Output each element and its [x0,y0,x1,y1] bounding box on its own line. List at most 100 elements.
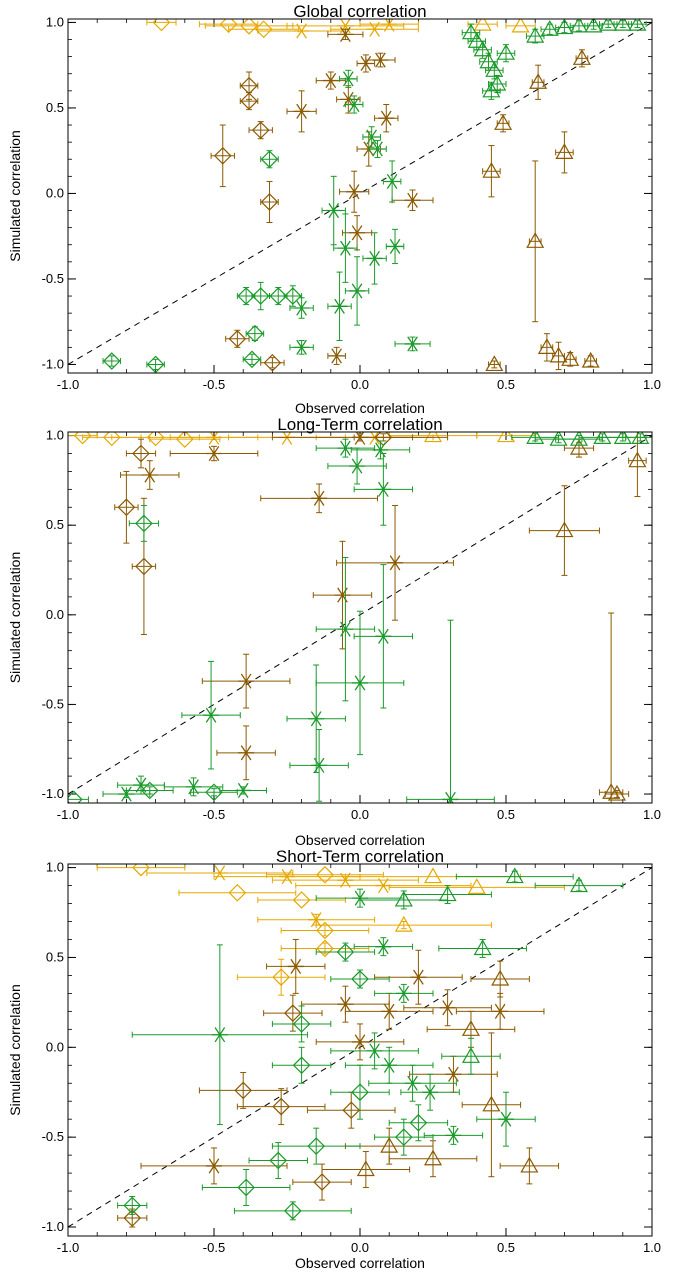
diamond-marker [269,1151,288,1170]
data-point [263,994,323,1032]
chart-panel-3: Short-Term correlation Observed correlati… [7,847,661,1271]
data-point [391,189,434,212]
asterisk-marker [337,621,354,637]
asterisk-marker [366,1043,383,1059]
triangle-marker [394,890,413,907]
diamond-marker [243,350,261,369]
y-tick-label: 0.0 [46,185,64,200]
triangle-marker [482,81,501,98]
triangle-marker [496,43,516,60]
data-point [120,460,180,490]
data-point [555,131,574,174]
data-point [213,869,361,885]
triangle-marker [549,432,568,446]
y-tick-label: 1.0 [46,428,64,443]
asterisk-marker [387,555,404,571]
y-tick-label: 0.5 [46,517,64,532]
y-axis-label: Simulated correlation [7,984,23,1116]
data-point [374,983,434,1003]
data-point [572,49,591,68]
data-point [485,355,504,372]
data-point [198,1071,288,1109]
data-point [283,285,303,307]
asterisk-marker [492,1003,509,1019]
data-point [248,121,273,140]
plot-frame [67,18,653,374]
data-point [476,1091,536,1147]
data-point [286,664,346,774]
triangle-marker [555,521,574,538]
data-point [236,286,256,306]
data-point [315,942,376,962]
data-point [181,660,241,770]
diamond-marker [135,514,153,533]
diamond-marker [272,1097,291,1116]
diamond-marker [240,19,258,35]
data-point [505,19,536,33]
chart-title: Global correlation [293,2,426,21]
triangle-marker [613,432,632,444]
data-point [306,1091,396,1129]
triangle-marker [473,19,492,31]
asterisk-marker [311,490,328,506]
asterisk-marker [381,1003,398,1019]
data-point [353,564,414,709]
asterisk-marker [206,445,222,462]
asterisk-marker [293,300,310,316]
data-point [178,883,297,902]
data-point [336,504,454,621]
plot-frame [67,431,653,804]
data-point [289,339,314,355]
diamond-marker [292,891,311,909]
y-tick-label: 0.5 [46,100,64,115]
x-axis-label: Observed correlation [295,400,425,416]
x-tick-label: -1.0 [57,377,79,392]
data-point [315,71,346,90]
data-point [625,432,652,444]
triangle-marker [473,40,492,57]
diamond-marker [240,92,258,110]
triangle-marker [537,338,556,354]
x-tick-label: 0.0 [351,377,369,392]
x-tick-label: 1.0 [643,1240,661,1255]
data-point [286,90,317,133]
triangle-marker [461,1047,480,1063]
diamond-marker [68,790,83,803]
data-point [487,74,507,94]
triangle-marker [482,1095,501,1112]
triangle-marker [526,26,545,43]
triangle-marker [572,49,591,65]
triangle-marker [473,939,492,956]
data-point [239,92,259,111]
x-tick-label: 0.0 [351,1240,369,1255]
data-point [169,445,259,462]
data-point [441,1037,501,1075]
data-point [140,1147,288,1185]
x-tick-label: -1.0 [57,807,79,822]
diamond-marker [307,1137,326,1155]
asterisk-marker [375,628,392,644]
data-point [482,81,501,100]
chart-title: Short-Term correlation [276,847,444,866]
data-point [225,329,250,348]
y-tick-label: -1.0 [42,356,64,371]
asterisk-marker [375,939,392,955]
triangle-marker [394,915,413,932]
data-point [482,145,501,198]
data-point [248,1142,308,1179]
diamond-marker [409,1113,428,1132]
data-point [344,256,370,326]
diamond-marker [316,939,334,958]
asterisk-marker [337,440,354,456]
data-point [528,485,600,576]
diamond-marker [228,883,247,902]
triangle-marker [511,19,530,33]
triangle-marker [569,438,589,455]
plot-area [68,864,652,1228]
data-point [146,355,165,373]
data-point [114,470,139,544]
y-tick-label: -1.0 [42,1219,64,1234]
x-tick-label: 0.5 [497,377,515,392]
diamond-marker [251,121,270,140]
asterisk-marker [498,1111,514,1127]
